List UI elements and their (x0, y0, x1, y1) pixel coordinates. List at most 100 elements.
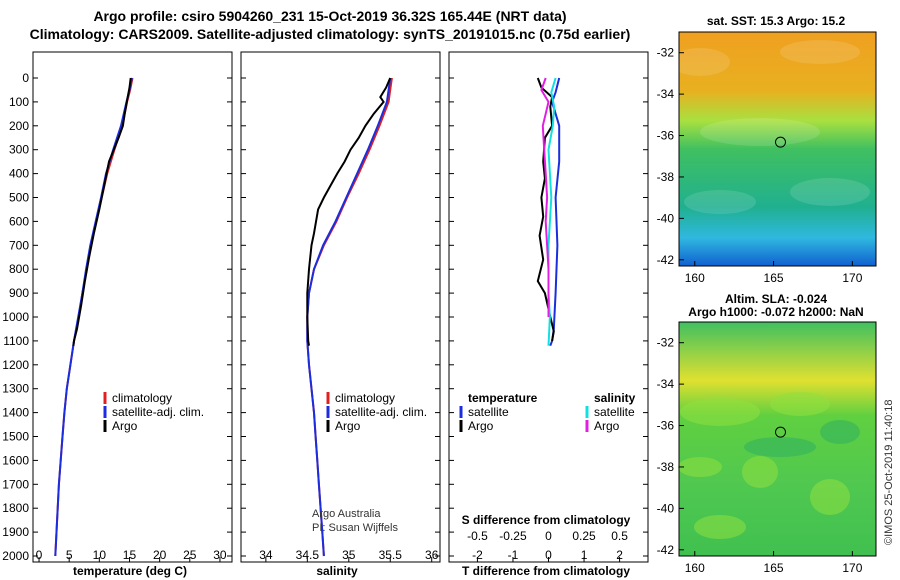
diff-xtick-label: -1 (508, 548, 519, 562)
temperature-line-climatology (54, 77, 134, 557)
salinity-panel-frame (240, 51, 441, 563)
depth-tick-label: 1100 (3, 334, 29, 348)
depth-tick-label: 200 (9, 119, 29, 133)
difference-legend: temperature salinity satellite Argo sate… (459, 391, 636, 433)
credit-line1: Argo Australia (312, 508, 381, 520)
difference-series: -2 -1 0 1 2 -0.5 -0.25 0 0.25 0.5 (467, 77, 628, 562)
depth-tick-label: 600 (9, 214, 29, 228)
diff-xtick2-label: -0.25 (499, 529, 527, 543)
sst-ytick-label: -32 (657, 46, 675, 60)
temperature-series: 0 5 10 15 20 25 30 (36, 77, 227, 562)
sst-ytick-label: -42 (657, 253, 675, 267)
salinity-xtick-label: 34.5 (296, 548, 320, 562)
diff-xtick-label: 0 (545, 548, 552, 562)
temperature-xtick-label: 25 (183, 548, 197, 562)
sst-ytick-label: -36 (657, 129, 675, 143)
depth-tick-label: 900 (9, 286, 29, 300)
diff-line-sal_argo (540, 77, 550, 317)
sla-frame (678, 321, 877, 557)
depth-tick-label: 1900 (2, 525, 29, 539)
sst-xtick-label: 170 (842, 271, 862, 285)
sla-anomaly-blob (810, 479, 850, 515)
depth-tick-label: 1400 (2, 406, 29, 420)
temperature-xtick-label: 20 (153, 548, 167, 562)
temperature-line-argo (72, 77, 132, 346)
depth-tick-label: 2000 (2, 549, 29, 563)
legend-climatology: climatology (335, 391, 395, 405)
sla-anomaly-blob (694, 515, 746, 539)
chart-title-line2: Climatology: CARS2009. Satellite-adjuste… (29, 26, 631, 42)
sst-map: -32 -34 -36 -38 -40 -42 160 165 170 (657, 31, 877, 285)
depth-tick-label: 700 (9, 238, 29, 252)
salinity-line-argo (306, 77, 392, 346)
diff-xtick-label: 1 (581, 548, 588, 562)
depth-tick-label: 300 (9, 143, 29, 157)
sst-map-title: sat. SST: 15.3 Argo: 15.2 (707, 14, 846, 28)
legend-satellite: satellite-adj. clim. (112, 405, 204, 419)
sst-texture-blob (684, 190, 756, 214)
sst-texture-blob (790, 178, 870, 206)
temperature-xtick-label: 30 (213, 548, 227, 562)
depth-tick-label: 100 (9, 95, 29, 109)
legend-t-satellite: satellite (468, 405, 509, 419)
sst-texture-blob (670, 48, 730, 76)
diff-xtick-label: 2 (616, 548, 623, 562)
sla-anomaly-blob (680, 398, 760, 426)
temperature-line-satellite (54, 77, 133, 557)
sla-argo-marker (774, 426, 786, 438)
sla-xtick-label: 160 (685, 561, 705, 575)
legend-t-argo: Argo (468, 419, 494, 433)
depth-tick-label: 1700 (2, 477, 29, 491)
temperature-xlabel: temperature (deg C) (73, 564, 187, 578)
depth-tick-label: 500 (9, 191, 29, 205)
depth-tick-label: 1200 (2, 358, 29, 372)
sla-anomaly-blob (820, 420, 860, 444)
sla-anomaly-blob (744, 437, 816, 457)
sla-ytick-label: -40 (657, 501, 675, 515)
depth-tick-label: 0 (22, 71, 29, 85)
legend-argo: Argo (335, 419, 361, 433)
sst-frame (678, 31, 877, 267)
diff-line-argo (536, 77, 555, 342)
diff-xtick2-label: -0.5 (467, 529, 488, 543)
salinity-legend: climatology satellite-adj. clim. Argo (326, 391, 427, 433)
sla-map-title-line2: Argo h1000: -0.072 h2000: NaN (688, 305, 863, 319)
depth-tick-label: 1800 (2, 501, 29, 515)
sst-ytick-label: -40 (657, 211, 675, 225)
sla-ytick-label: -32 (657, 336, 675, 350)
sst-field (679, 32, 876, 266)
temperature-xtick-label: 0 (36, 548, 43, 562)
sla-anomaly-blob (770, 392, 830, 416)
depth-tick-label: 1600 (2, 453, 29, 467)
sla-ytick-label: -42 (657, 543, 675, 557)
sla-xtick-label: 165 (764, 561, 784, 575)
sst-texture-blob (780, 40, 860, 64)
temperature-panel-frame (32, 51, 233, 563)
sla-ytick-label: -34 (657, 377, 675, 391)
depth-tick-label: 800 (9, 262, 29, 276)
sla-ytick-label: -36 (657, 419, 675, 433)
salinity-line-satellite (306, 77, 392, 557)
salinity-xlabel: salinity (316, 564, 358, 578)
t-difference-xlabel: T difference from climatology (462, 564, 630, 578)
legend-s-satellite: satellite (594, 405, 635, 419)
legend-argo: Argo (112, 419, 138, 433)
diff-xtick2-label: 0.5 (611, 529, 628, 543)
depth-axis: 0100200300400500600700800900100011001200… (2, 71, 648, 563)
sla-map: -32 -34 -36 -38 -40 -42 160 165 170 (657, 321, 877, 575)
imos-stamp: ©IMOS 25-Oct-2019 11:40:18 (883, 400, 895, 545)
sst-xtick-label: 160 (685, 271, 705, 285)
sla-anomaly-blob (742, 456, 778, 488)
salinity-xtick-label: 34 (259, 548, 273, 562)
temperature-xtick-label: 10 (93, 548, 107, 562)
sst-ytick-label: -34 (657, 87, 675, 101)
legend-salinity-title: salinity (594, 391, 636, 405)
sla-map-title-line1: Altim. SLA: -0.024 (725, 292, 827, 306)
sst-xtick-label: 165 (764, 271, 784, 285)
sla-ytick-label: -38 (657, 460, 675, 474)
credit-line2: PI: Susan Wijffels (312, 522, 398, 534)
legend-s-argo: Argo (594, 419, 620, 433)
sla-anomaly-blob (678, 457, 722, 477)
sst-argo-marker (774, 136, 786, 148)
